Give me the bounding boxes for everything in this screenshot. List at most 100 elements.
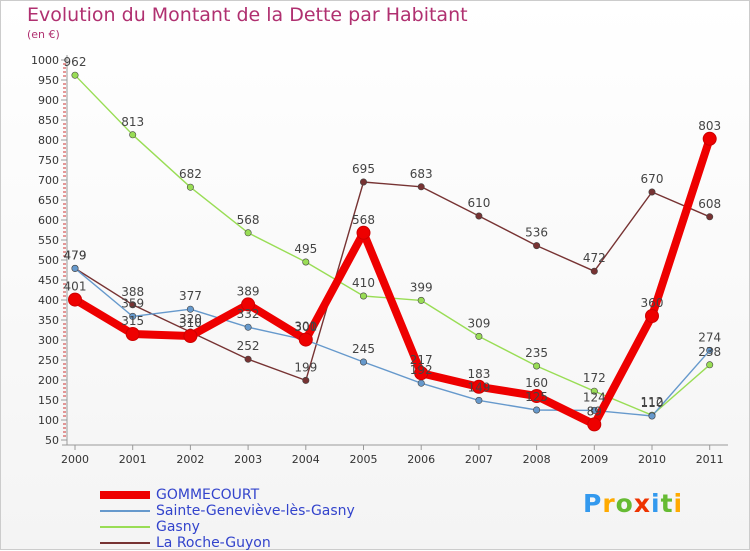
chart-title: Evolution du Montant de la Dette par Hab… — [27, 4, 468, 26]
data-label: 359 — [121, 296, 144, 310]
data-label: 401 — [64, 280, 87, 294]
data-point — [648, 412, 656, 420]
y-tick-label: 700 — [38, 174, 59, 187]
data-label: 803 — [698, 119, 721, 133]
data-point — [706, 346, 714, 354]
data-point — [298, 332, 313, 347]
y-tick-label: 950 — [38, 74, 59, 87]
x-tick-label: 2002 — [176, 453, 204, 466]
data-point — [356, 225, 371, 240]
y-tick-label: 450 — [38, 274, 59, 287]
y-tick-label: 150 — [38, 394, 59, 407]
data-label: 199 — [294, 360, 317, 374]
data-point — [414, 366, 429, 381]
data-point — [590, 406, 598, 414]
y-tick-label: 100 — [38, 414, 59, 427]
data-label: 813 — [121, 115, 144, 129]
data-label: 320 — [179, 312, 202, 326]
y-tick-label: 1000 — [31, 54, 59, 67]
data-point — [359, 358, 367, 366]
y-tick-label: 400 — [38, 294, 59, 307]
x-tick-label: 2007 — [465, 453, 493, 466]
data-label: 238 — [698, 345, 721, 359]
data-label: 89 — [587, 404, 602, 418]
series-line-3 — [74, 181, 710, 382]
legend-swatch — [100, 542, 150, 544]
data-label: 377 — [179, 289, 202, 303]
data-label: 472 — [583, 251, 606, 265]
data-point — [241, 297, 256, 312]
data-label: 274 — [698, 330, 721, 344]
data-label: 245 — [352, 342, 375, 356]
data-label: 479 — [64, 248, 87, 262]
data-point — [533, 406, 541, 414]
data-point — [417, 296, 425, 304]
data-label: 301 — [294, 320, 317, 334]
x-tick-label: 2003 — [234, 453, 262, 466]
data-point — [129, 301, 137, 309]
x-tick-label: 2001 — [119, 453, 147, 466]
data-label: 217 — [410, 353, 433, 367]
data-point — [706, 361, 714, 369]
chart-subtitle: (en €) — [27, 28, 60, 41]
data-point — [529, 389, 544, 403]
x-tick-label: 2008 — [523, 453, 551, 466]
data-label: 683 — [410, 167, 433, 181]
x-tick-label: 2000 — [61, 453, 89, 466]
data-label: 410 — [352, 276, 375, 290]
data-label: 399 — [410, 280, 433, 294]
data-label: 252 — [237, 339, 260, 353]
data-point — [590, 267, 598, 275]
data-label: 112 — [641, 395, 664, 409]
data-point — [359, 292, 367, 300]
series-line-0 — [72, 137, 714, 429]
data-point — [186, 183, 194, 191]
data-point — [129, 131, 137, 139]
data-label: 682 — [179, 167, 202, 181]
legend-item: GOMMECOURT — [100, 487, 259, 503]
legend-label: Gasny — [156, 519, 200, 535]
data-label: 125 — [525, 390, 548, 404]
data-label: 495 — [294, 242, 317, 256]
data-point — [417, 379, 425, 387]
data-point — [533, 362, 541, 370]
data-label: 388 — [121, 285, 144, 299]
legend-item: Sainte-Geneviève-lès-Gasny — [100, 503, 355, 519]
data-label: 568 — [352, 213, 375, 227]
y-tick-label: 550 — [38, 234, 59, 247]
legend-label: GOMMECOURT — [156, 487, 260, 503]
legend-swatch — [100, 526, 150, 528]
data-label: 568 — [237, 213, 260, 227]
y-tick-label: 900 — [38, 94, 59, 107]
data-label: 608 — [698, 197, 721, 211]
data-label: 332 — [237, 307, 260, 321]
data-label: 235 — [525, 346, 548, 360]
data-label: 360 — [641, 296, 664, 310]
data-point — [706, 213, 714, 221]
data-point — [475, 396, 483, 404]
legend-label: Sainte-Geneviève-lès-Gasny — [156, 503, 355, 519]
data-label: 536 — [525, 226, 548, 240]
data-label: 315 — [121, 314, 144, 328]
data-label: 183 — [467, 367, 490, 381]
data-point — [359, 178, 367, 186]
data-label: 300 — [294, 320, 317, 334]
data-label: 310 — [179, 316, 202, 330]
y-tick-label: 500 — [38, 254, 59, 267]
y-tick-label: 350 — [38, 314, 59, 327]
data-label: 962 — [64, 55, 87, 69]
y-tick-label: 200 — [38, 374, 59, 387]
data-point — [648, 188, 656, 196]
y-tick-label: 750 — [38, 154, 59, 167]
legend-item: Gasny — [100, 519, 200, 535]
data-point — [533, 242, 541, 250]
y-tick-label: 300 — [38, 334, 59, 347]
data-point — [244, 355, 252, 363]
legend-swatch — [100, 510, 150, 512]
data-point — [302, 258, 310, 266]
y-tick-label: 250 — [38, 354, 59, 367]
legend-item: La Roche-Guyon — [100, 535, 271, 551]
data-point — [475, 332, 483, 340]
